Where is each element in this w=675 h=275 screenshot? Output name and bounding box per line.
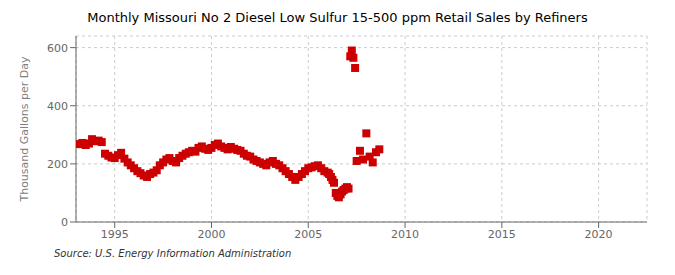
svg-text:1995: 1995 xyxy=(101,228,129,241)
svg-text:Thousand Gallons per Day: Thousand Gallons per Day xyxy=(18,56,31,203)
svg-text:600: 600 xyxy=(47,42,68,55)
svg-text:2005: 2005 xyxy=(294,228,322,241)
html-text:Monthly Missouri No 2 Diesel L: Monthly Missouri No 2 Diesel Low Sulfur … xyxy=(87,10,588,25)
svg-text:400: 400 xyxy=(47,100,68,113)
html-text:Source: U.S. Energy Informatio: Source: U.S. Energy Information Administ… xyxy=(54,248,292,259)
svg-text:2015: 2015 xyxy=(488,228,516,241)
svg-text:2010: 2010 xyxy=(391,228,419,241)
svg-text:2000: 2000 xyxy=(197,228,225,241)
svg-text:200: 200 xyxy=(47,158,68,171)
svg-text:0: 0 xyxy=(61,216,68,229)
svg-text:2020: 2020 xyxy=(585,228,613,241)
